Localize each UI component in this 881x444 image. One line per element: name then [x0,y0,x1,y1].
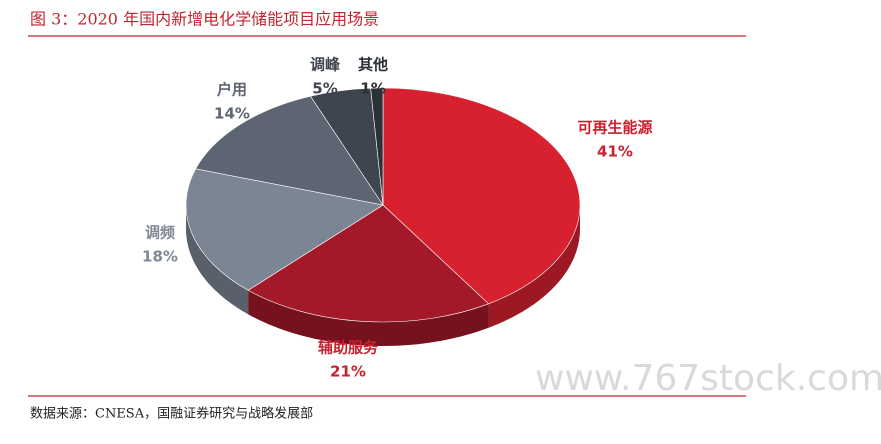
value-label: 14% [214,105,250,123]
pie [185,87,581,346]
value-label: 5% [312,80,337,98]
slice-side [248,290,489,346]
category-label: 调峰 [310,56,341,74]
slice [185,168,384,291]
category-label: 可再生能源 [577,119,652,137]
slice-side [186,205,249,315]
category-label: 户用 [217,81,247,99]
value-label: 41% [597,143,633,161]
category-label: 辅助服务 [318,339,379,357]
watermark: www.767stock.com [535,358,881,399]
slice-side [488,205,580,328]
slice [195,95,384,206]
slice [382,87,581,305]
value-label: 18% [142,248,178,266]
value-label: 21% [330,363,366,381]
source: 数据来源：CNESA，国融证券研究与战略发展部 [30,406,313,422]
slice [247,204,490,323]
labels: 可再生能源 41% 辅助服务 21% 调频 18% 户用 14% 调峰 5% 其他 1% [142,56,652,381]
chart-title: 图 3：2020 年国内新增电化学储能项目应用场景 [30,10,379,29]
value-label: 1% [360,80,385,98]
slice [370,87,384,206]
category-label: 调频 [145,224,175,242]
category-label: 其他 [358,56,388,74]
